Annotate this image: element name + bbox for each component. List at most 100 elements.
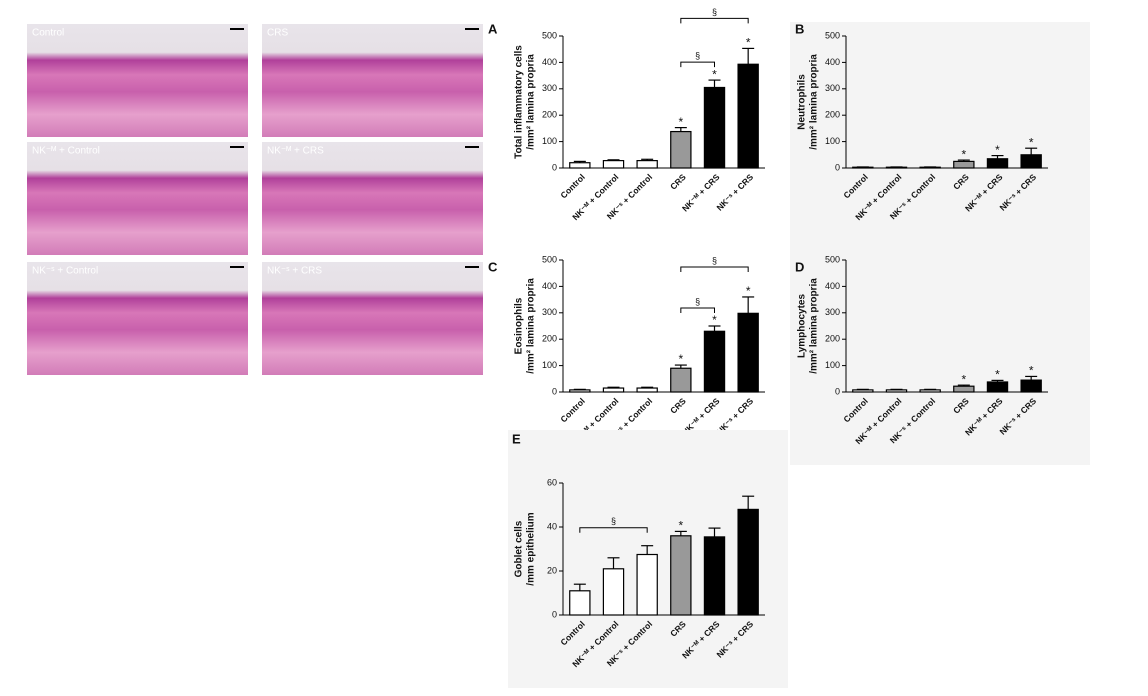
bar — [703, 330, 726, 393]
y-tick-label: 300 — [542, 83, 557, 93]
y-tick-label: 0 — [835, 162, 840, 172]
y-tick-label: 200 — [542, 334, 557, 344]
bar — [737, 312, 759, 393]
y-tick-label: 300 — [825, 83, 840, 93]
bar — [602, 160, 625, 169]
y-tick-label: 400 — [825, 281, 840, 291]
image-label: NK⁻ᴹ + CRS — [267, 146, 324, 157]
significance-label: § — [695, 50, 700, 60]
panel-label: A — [488, 21, 498, 36]
chart: D 0 100 200 300 400 500 Lymphocytes/mm² lamina … — [790, 254, 1090, 465]
y-axis-label: /mm² lamina propria — [526, 54, 537, 150]
significance-bracket — [680, 266, 749, 272]
bar — [737, 508, 759, 616]
y-axis-label: /mm² lamina propria — [809, 278, 820, 374]
y-tick-label: 500 — [542, 254, 557, 264]
significance-bracket — [680, 61, 715, 68]
bar — [636, 160, 658, 169]
histology-image — [262, 262, 483, 375]
scale-bar — [465, 146, 479, 148]
image-label: CRS — [267, 28, 288, 39]
bar — [602, 387, 625, 393]
y-axis-label: Total inflammatory cells — [514, 45, 525, 159]
y-tick-label: 100 — [542, 136, 557, 146]
bar — [919, 389, 941, 393]
image-label: NK⁻ᴹ + Control — [32, 146, 100, 157]
significance-bracket — [680, 307, 715, 313]
y-axis-label: /mm epithelium — [526, 512, 537, 585]
y-tick-label: 100 — [825, 136, 840, 146]
bar — [569, 590, 591, 616]
significance-star: * — [995, 368, 1000, 382]
bar — [569, 162, 591, 169]
histology-image — [27, 24, 248, 137]
y-axis-label: Goblet cells — [514, 520, 525, 577]
y-tick-label: 0 — [835, 386, 840, 396]
panel-label: C — [488, 259, 498, 274]
significance-label: § — [695, 296, 700, 306]
y-tick-label: 300 — [825, 307, 840, 317]
y-axis-label: Neutrophils — [797, 74, 808, 130]
y-tick-label: 500 — [825, 254, 840, 264]
y-tick-label: 0 — [552, 609, 557, 619]
significance-label: § — [712, 255, 717, 265]
histology-image — [262, 24, 483, 137]
significance-star: * — [712, 313, 717, 327]
y-axis-label: Eosinophils — [514, 297, 525, 354]
significance-bracket — [579, 527, 648, 533]
y-tick-label: 500 — [542, 30, 557, 40]
y-tick-label: 20 — [547, 565, 557, 575]
bar — [737, 63, 759, 169]
panel-background — [485, 22, 785, 262]
y-axis-label: /mm² lamina propria — [809, 54, 820, 150]
y-tick-label: 400 — [542, 281, 557, 291]
chart: A 0 100 200 300 400 500 Total inflammatory cell… — [485, 7, 785, 262]
scale-bar — [465, 266, 479, 268]
panel-label: D — [795, 259, 804, 274]
bar — [602, 568, 625, 616]
significance-star: * — [678, 519, 683, 533]
significance-star: * — [712, 67, 717, 81]
significance-star: * — [961, 372, 966, 386]
image-label: Control — [32, 28, 64, 39]
y-tick-label: 100 — [825, 360, 840, 370]
bar — [852, 389, 874, 393]
bar — [670, 367, 692, 393]
bar — [953, 385, 975, 393]
significance-star: * — [746, 36, 751, 50]
bar — [885, 389, 908, 393]
y-tick-label: 60 — [547, 477, 557, 487]
bar — [670, 130, 692, 169]
significance-star: * — [746, 284, 751, 298]
bar — [670, 535, 692, 616]
significance-label: § — [611, 516, 616, 526]
y-tick-label: 300 — [542, 307, 557, 317]
histology-image — [27, 142, 248, 255]
panel-label: B — [795, 21, 804, 36]
y-axis-label: Lymphocytes — [797, 294, 808, 359]
significance-bracket — [680, 17, 749, 24]
y-tick-label: 400 — [542, 57, 557, 67]
significance-star: * — [678, 115, 683, 129]
significance-star: * — [678, 352, 683, 366]
panel-label: E — [512, 431, 521, 446]
significance-star: * — [1029, 135, 1034, 149]
scale-bar — [230, 266, 244, 268]
significance-star: * — [961, 147, 966, 161]
y-tick-label: 40 — [547, 521, 557, 531]
y-tick-label: 400 — [825, 57, 840, 67]
y-tick-label: 500 — [825, 30, 840, 40]
y-tick-label: 0 — [552, 162, 557, 172]
image-label: NK⁻ˢ + CRS — [267, 266, 322, 277]
scale-bar — [230, 146, 244, 148]
bar — [703, 536, 726, 616]
histology-panels: Control CRS NK⁻ᴹ + Control NK⁻ᴹ + CRS NK⁻ˢ +… — [27, 24, 483, 375]
histology-image — [27, 262, 248, 375]
chart: B 0 100 200 300 400 500 Neutrophils/mm² lamina … — [790, 21, 1090, 262]
y-tick-label: 0 — [552, 386, 557, 396]
y-axis-label: /mm² lamina propria — [526, 278, 537, 374]
panel-background — [790, 255, 1090, 465]
scale-bar — [465, 28, 479, 30]
bar — [636, 553, 658, 616]
